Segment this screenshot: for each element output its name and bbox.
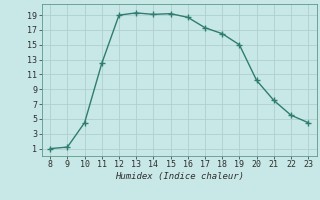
X-axis label: Humidex (Indice chaleur): Humidex (Indice chaleur) bbox=[115, 172, 244, 181]
